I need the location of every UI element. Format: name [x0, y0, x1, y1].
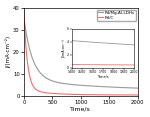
Pd/Mg-Al-LDHs	[23, 18, 25, 19]
X-axis label: Time/s: Time/s	[70, 106, 91, 112]
Legend: Pd/Mg-Al-LDHs, Pd/C: Pd/Mg-Al-LDHs, Pd/C	[97, 10, 136, 21]
Pd/Mg-Al-LDHs	[90, 85, 92, 87]
Pd/Mg-Al-LDHs	[95, 86, 97, 87]
Line: Pd/Mg-Al-LDHs: Pd/Mg-Al-LDHs	[24, 18, 138, 88]
Pd/C	[113, 94, 115, 96]
Pd/Mg-Al-LDHs	[107, 86, 109, 88]
Pd/C	[23, 9, 25, 11]
Pd/Mg-Al-LDHs	[64, 83, 66, 84]
Pd/C	[29, 75, 30, 77]
Line: Pd/C: Pd/C	[24, 10, 138, 95]
Pd/C	[137, 94, 139, 96]
Pd/C	[90, 94, 92, 95]
Pd/Mg-Al-LDHs	[113, 86, 115, 88]
Y-axis label: j/(mA·cm⁻²): j/(mA·cm⁻²)	[6, 36, 12, 68]
Pd/Mg-Al-LDHs	[137, 87, 139, 89]
Pd/C	[107, 94, 109, 96]
Pd/C	[64, 93, 66, 95]
Pd/Mg-Al-LDHs	[29, 48, 30, 50]
Pd/C	[95, 94, 97, 95]
